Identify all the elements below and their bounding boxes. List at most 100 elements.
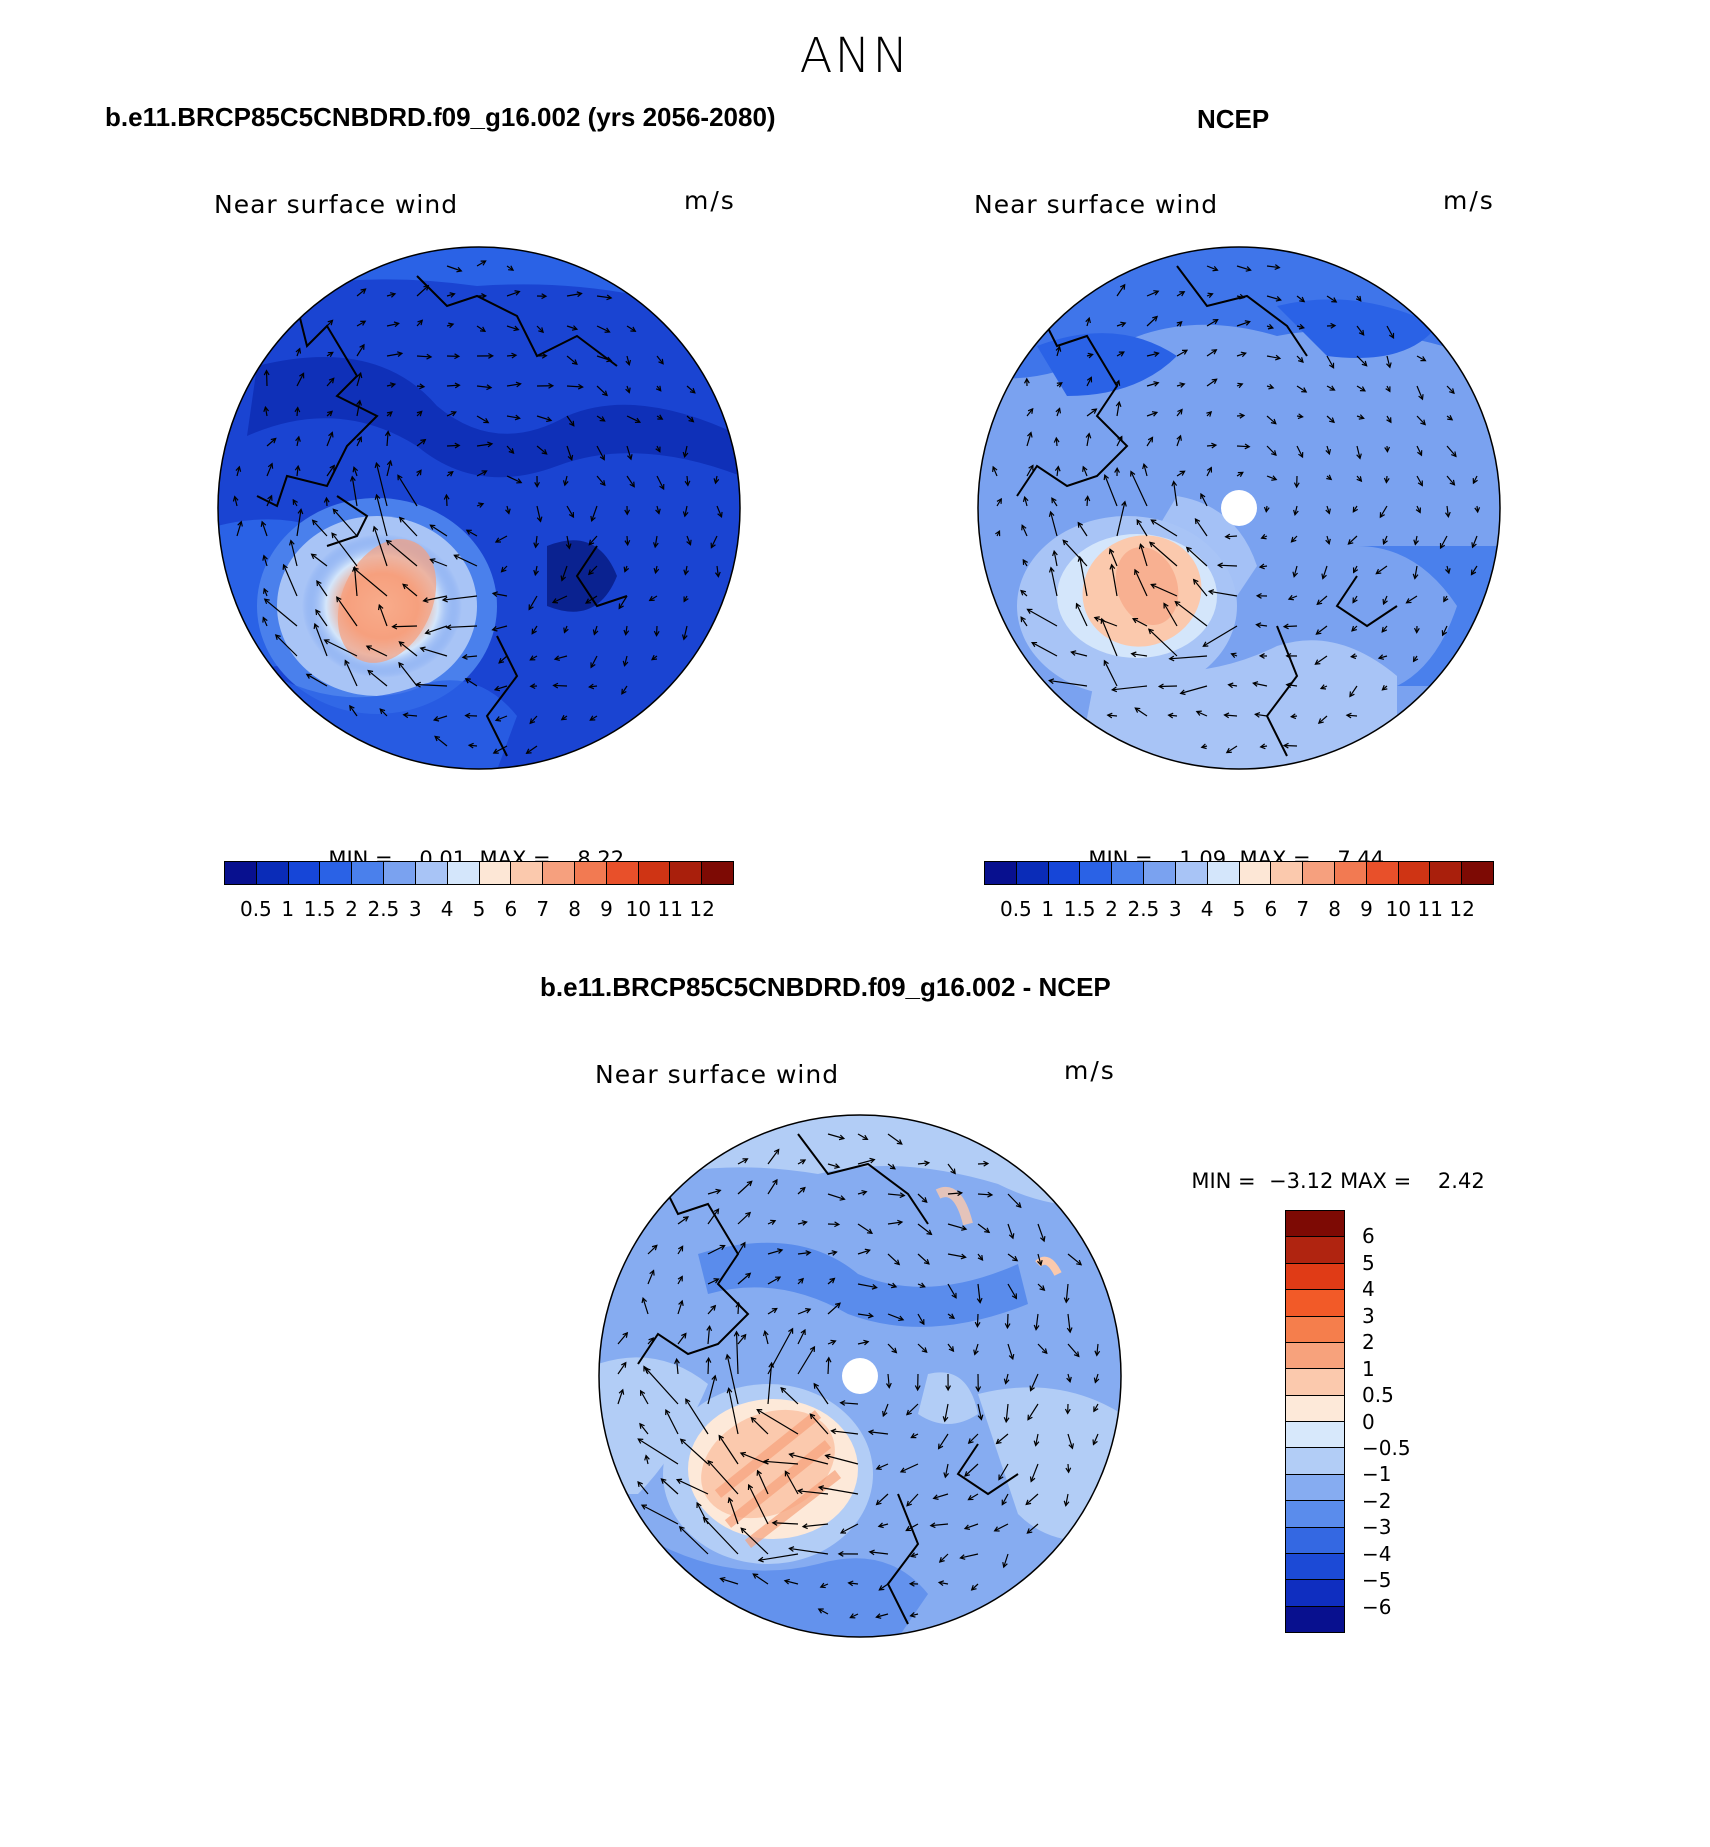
wind-vector-head xyxy=(379,708,386,715)
wind-vector-head xyxy=(1319,684,1327,690)
wind-vector xyxy=(686,475,689,486)
wind-vector-head xyxy=(1070,650,1077,656)
wind-vector xyxy=(1055,437,1058,447)
colorbar-swatch xyxy=(1286,1316,1344,1343)
wind-vector xyxy=(1416,475,1423,486)
wind-vector xyxy=(764,1331,769,1345)
wind-vector xyxy=(1112,685,1148,691)
wind-vector-head xyxy=(1298,323,1305,330)
wind-vector-head xyxy=(1293,482,1300,489)
wind-vector-head xyxy=(1025,1499,1032,1506)
wind-vector-head xyxy=(1202,641,1209,647)
wind-vector xyxy=(1134,569,1148,597)
wind-vector-head xyxy=(297,508,304,515)
wind-vector xyxy=(446,444,460,447)
wind-vector xyxy=(1067,1343,1080,1357)
wind-vector xyxy=(707,1326,711,1345)
wind-vector-head xyxy=(839,1195,846,1201)
wind-vector-head xyxy=(1270,418,1277,425)
wind-vector-head xyxy=(1439,543,1446,550)
wind-vector xyxy=(1209,590,1238,597)
wind-vector xyxy=(840,1402,859,1405)
wind-vector-head xyxy=(491,591,498,598)
wind-vector xyxy=(1079,556,1088,597)
wind-vector xyxy=(621,685,628,695)
wind-vector xyxy=(737,1212,751,1225)
wind-vector xyxy=(1174,601,1208,627)
wind-vector xyxy=(707,1278,719,1285)
wind-vector xyxy=(356,436,362,447)
wind-vector-head xyxy=(1349,691,1355,698)
wind-vector-head xyxy=(773,1148,780,1155)
wind-vector-head xyxy=(824,1453,831,1460)
wind-vector xyxy=(1176,409,1183,417)
wind-vector xyxy=(716,505,723,518)
wind-vector xyxy=(386,383,396,387)
colorbar-swatch xyxy=(320,862,353,884)
wind-vector xyxy=(433,715,448,721)
wind-vector xyxy=(266,495,273,507)
wind-vector xyxy=(887,1193,905,1197)
wind-vector xyxy=(266,438,277,447)
wind-vector-head xyxy=(604,327,611,333)
wind-vector-head xyxy=(1290,536,1297,543)
wind-vector xyxy=(446,384,460,387)
wind-vector xyxy=(1030,1373,1039,1391)
colorbar-swatch xyxy=(606,862,639,884)
wind-vector-head xyxy=(875,1464,882,1470)
wind-vector-head xyxy=(1252,681,1259,687)
wind-vector-head xyxy=(488,352,494,359)
wind-vector-head xyxy=(529,683,536,690)
wind-vector-head xyxy=(801,1220,808,1226)
wind-vector-head xyxy=(1417,480,1423,487)
wind-vector xyxy=(442,595,478,601)
wind-vector xyxy=(1109,549,1118,567)
wind-vector xyxy=(1067,1253,1082,1266)
wind-vector-head xyxy=(389,382,397,388)
wind-vector xyxy=(564,475,568,486)
wind-vector-head xyxy=(995,1438,1002,1445)
wind-vector-head xyxy=(705,1356,712,1363)
wind-vector-head xyxy=(772,1178,778,1185)
wind-vector-head xyxy=(424,629,431,635)
wind-vector-head xyxy=(1110,686,1118,693)
wind-vector xyxy=(850,1613,859,1619)
wind-vector-head xyxy=(1092,1439,1098,1446)
wind-vector-head xyxy=(599,416,606,422)
wind-vector-head xyxy=(1239,412,1246,419)
wind-vector xyxy=(971,1583,979,1591)
wind-vector-head xyxy=(995,529,1001,537)
wind-vector-head xyxy=(1285,682,1292,689)
wind-vector-head xyxy=(1447,414,1454,421)
wind-vector-head xyxy=(328,431,334,438)
wind-vector-head xyxy=(448,322,455,329)
wind-vector xyxy=(1472,475,1478,484)
wind-vector-head xyxy=(866,1228,873,1234)
wind-vector-head xyxy=(710,1304,717,1311)
wind-vector-head xyxy=(1449,479,1456,486)
wind-vector-head xyxy=(653,567,660,575)
wind-vector xyxy=(356,288,366,297)
wind-vector-head xyxy=(467,742,474,749)
wind-vector-head xyxy=(921,1347,928,1354)
wind-vector xyxy=(976,1313,979,1327)
wind-vector-head xyxy=(1237,382,1244,389)
wind-vector xyxy=(1053,551,1058,567)
wind-vector xyxy=(679,1526,709,1555)
wind-vector xyxy=(1116,501,1126,537)
colorbar-tick-label: 12 xyxy=(689,897,715,921)
wind-vector-head xyxy=(1258,563,1265,570)
wind-vector-head xyxy=(1179,689,1186,696)
wind-vector-head xyxy=(508,265,515,271)
wind-vector xyxy=(1193,579,1208,597)
wind-vector-head xyxy=(1185,546,1192,553)
wind-vector xyxy=(876,1493,889,1505)
wind-vector xyxy=(626,475,635,488)
wind-vector xyxy=(939,1581,949,1585)
wind-vector-head xyxy=(1412,656,1419,663)
wind-vector-head xyxy=(1008,1233,1015,1240)
wind-vector xyxy=(887,1313,904,1321)
wind-vector-head xyxy=(1301,387,1308,393)
wind-vector-head xyxy=(393,321,400,328)
wind-vector xyxy=(626,325,636,332)
